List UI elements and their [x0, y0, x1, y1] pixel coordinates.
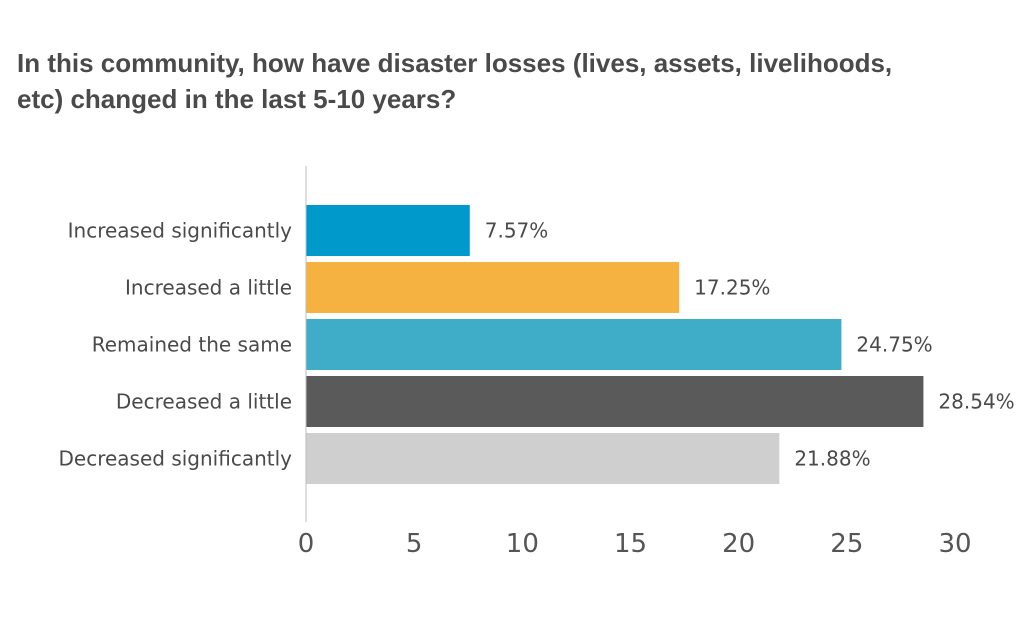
value-label: 7.57%: [485, 219, 549, 243]
value-label: 28.54%: [938, 390, 1014, 414]
bar-decreased-a-little: [306, 376, 924, 427]
x-tick-label: 0: [298, 529, 315, 559]
x-tick-label: 30: [938, 529, 971, 559]
x-tick-label: 20: [722, 529, 755, 559]
bar-increased-a-little: [306, 262, 680, 313]
value-label: 24.75%: [856, 333, 932, 357]
x-tick-label: 15: [614, 529, 647, 559]
category-label: Increased a little: [125, 276, 292, 300]
value-labels: 7.57% 17.25% 24.75% 28.54% 21.88%: [485, 219, 1015, 471]
value-label: 21.88%: [794, 447, 870, 471]
category-label: Increased significantly: [68, 219, 293, 243]
x-tick-label: 5: [406, 529, 423, 559]
bars-group: [306, 205, 924, 484]
value-label: 17.25%: [694, 276, 770, 300]
x-axis-ticks: 0 5 10 15 20 25 30: [298, 529, 972, 559]
bar-remained-the-same: [306, 319, 842, 370]
bar-decreased-significantly: [306, 433, 780, 484]
category-labels: Increased significantly Increased a littl…: [59, 219, 293, 471]
category-label: Decreased a little: [116, 390, 292, 414]
x-tick-label: 25: [830, 529, 863, 559]
x-tick-label: 10: [506, 529, 539, 559]
category-label: Decreased significantly: [59, 447, 293, 471]
chart-title: In this community, how have disaster los…: [17, 48, 893, 114]
category-label: Remained the same: [92, 333, 292, 357]
bar-increased-significantly: [306, 205, 470, 256]
